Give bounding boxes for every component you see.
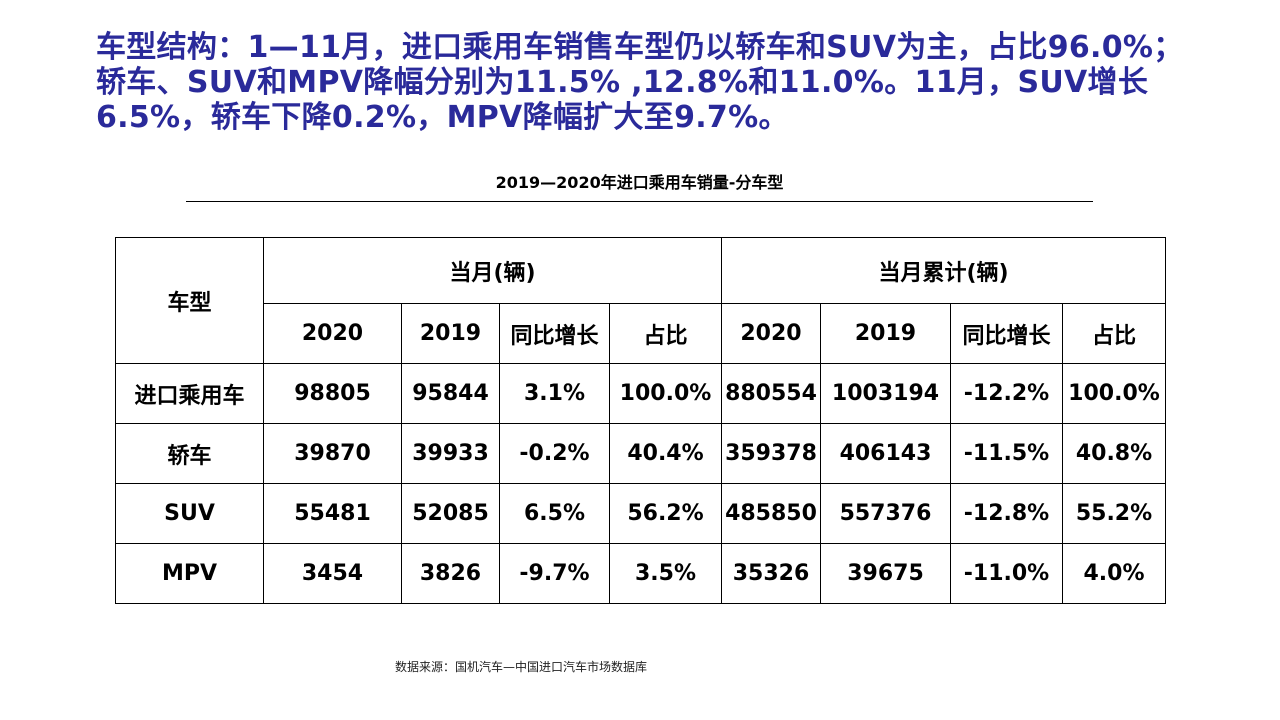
row-type: MPV (115, 543, 264, 604)
subheader-month-2019: 2019 (401, 303, 500, 364)
table-cell: 485850 (721, 483, 821, 544)
table-cell: 1003194 (820, 363, 951, 424)
subheader-month-share: 占比 (609, 303, 722, 364)
data-source-note: 数据来源：国机汽车—中国进口汽车市场数据库 (395, 660, 648, 674)
subheader-cum-yoy: 同比增长 (950, 303, 1063, 364)
table-row: 轿车 39870 39933 -0.2% 40.4% 359378 406143… (115, 423, 1166, 484)
table-cell: 4.0% (1062, 543, 1166, 604)
header-type: 车型 (115, 237, 264, 364)
table-cell: 880554 (721, 363, 821, 424)
subheader-month-2020: 2020 (263, 303, 402, 364)
subheader-cum-share: 占比 (1062, 303, 1166, 364)
headline: 车型结构：1—11月，进口乘用车销售车型仍以轿车和SUV为主，占比96.0%； … (96, 30, 1271, 135)
subheader-cum-2019: 2019 (820, 303, 951, 364)
headline-line: 6.5%，轿车下降0.2%，MPV降幅扩大至9.7%。 (96, 100, 789, 135)
table-row: SUV 55481 52085 6.5% 56.2% 485850 557376… (115, 483, 1166, 544)
table-header-row: 车型 当月(辆) 当月累计(辆) (115, 237, 1166, 364)
table-row: 进口乘用车 98805 95844 3.1% 100.0% 880554 100… (115, 363, 1166, 424)
table-cell: 40.8% (1062, 423, 1166, 484)
table-cell: 3.1% (499, 363, 610, 424)
header-group-cumulative: 当月累计(辆) (721, 237, 1166, 304)
table-cell: 95844 (401, 363, 500, 424)
table-cell: 3826 (401, 543, 500, 604)
table-cell: 55.2% (1062, 483, 1166, 544)
table-cell: 6.5% (499, 483, 610, 544)
table-cell: 52085 (401, 483, 500, 544)
table-cell: 39933 (401, 423, 500, 484)
row-type: 进口乘用车 (115, 363, 264, 424)
row-type: 轿车 (115, 423, 264, 484)
table-cell: 35326 (721, 543, 821, 604)
table-cell: 406143 (820, 423, 951, 484)
table-cell: 55481 (263, 483, 402, 544)
table-cell: 39675 (820, 543, 951, 604)
sales-by-type-table: 车型 当月(辆) 当月累计(辆) 2020 2019 同比增长 占比 2020 … (115, 237, 1166, 604)
table-subheader-row: 2020 2019 同比增长 占比 2020 2019 同比增长 占比 (116, 303, 1166, 364)
table-title: 2019—2020年进口乘用车销量-分车型 (495, 173, 784, 192)
subheader-cum-2020: 2020 (721, 303, 821, 364)
table-cell: 100.0% (1062, 363, 1166, 424)
table-row: MPV 3454 3826 -9.7% 3.5% 35326 39675 -11… (115, 543, 1166, 604)
table-cell: 359378 (721, 423, 821, 484)
subheader-month-yoy: 同比增长 (499, 303, 610, 364)
table-cell: -11.0% (950, 543, 1063, 604)
table-cell: 3.5% (609, 543, 722, 604)
table-cell: 56.2% (609, 483, 722, 544)
table-cell: -12.8% (950, 483, 1063, 544)
table-cell: 3454 (263, 543, 402, 604)
headline-line: 车型结构：1—11月，进口乘用车销售车型仍以轿车和SUV为主，占比96.0%； (96, 30, 1184, 65)
table-cell: 100.0% (609, 363, 722, 424)
table-cell: 98805 (263, 363, 402, 424)
table-cell: 39870 (263, 423, 402, 484)
table-cell: -12.2% (950, 363, 1063, 424)
table-cell: -9.7% (499, 543, 610, 604)
table-cell: -11.5% (950, 423, 1063, 484)
table-cell: 40.4% (609, 423, 722, 484)
header-group-month: 当月(辆) (263, 237, 722, 304)
headline-line: 轿车、SUV和MPV降幅分别为11.5% ,12.8%和11.0%。11月，SU… (96, 65, 1149, 100)
table-cell: 557376 (820, 483, 951, 544)
row-type: SUV (115, 483, 264, 544)
title-divider (186, 201, 1093, 202)
table-cell: -0.2% (499, 423, 610, 484)
